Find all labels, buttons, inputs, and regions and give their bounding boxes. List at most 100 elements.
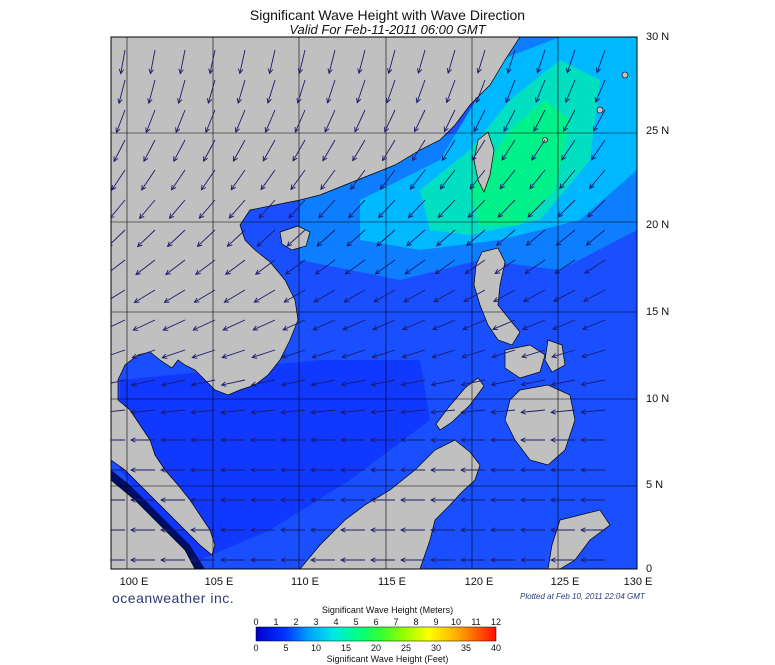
wave-arrow xyxy=(340,527,365,533)
wave-arrow xyxy=(340,497,365,503)
lat-label-0: 0 xyxy=(646,563,653,575)
wave-arrow xyxy=(411,139,426,162)
wave-arrow xyxy=(400,527,425,533)
meter-tick: 3 xyxy=(313,617,319,627)
wave-arrow xyxy=(400,467,425,473)
feet-tick: 30 xyxy=(430,643,441,653)
wave-arrow xyxy=(190,437,215,443)
wave-arrow xyxy=(343,289,366,303)
wave-arrow xyxy=(370,497,395,503)
wave-arrow xyxy=(490,557,515,563)
wave-arrow xyxy=(310,527,335,533)
map-frame xyxy=(110,36,638,570)
wave-arrow xyxy=(147,79,156,105)
wave-arrow xyxy=(563,109,576,133)
wave-arrow xyxy=(130,467,155,473)
wave-arrow xyxy=(430,409,456,415)
lat-label-15n: 15 N xyxy=(646,306,670,318)
wave-arrow xyxy=(267,49,276,75)
wave-arrow xyxy=(223,289,246,303)
wave-arrow xyxy=(324,109,336,133)
wave-arrow xyxy=(220,527,245,533)
wave-arrow xyxy=(296,79,306,104)
lat-label-10n: 10 N xyxy=(646,393,670,405)
wave-arrow xyxy=(198,199,216,219)
wave-arrow xyxy=(340,557,365,563)
wave-arrow xyxy=(520,409,546,415)
wave-arrow xyxy=(310,437,335,443)
wave-arrow xyxy=(322,139,336,162)
meter-tick: 7 xyxy=(393,617,399,627)
wave-arrow xyxy=(582,289,606,302)
wave-arrow xyxy=(471,139,486,162)
wave-arrow xyxy=(206,79,216,105)
wave-arrow xyxy=(281,349,306,359)
wave-arrow xyxy=(377,199,396,219)
wave-arrow xyxy=(379,169,396,190)
wave-arrow xyxy=(503,109,516,133)
wave-arrow xyxy=(130,437,155,443)
wave-arrow xyxy=(584,259,606,274)
wave-arrow xyxy=(520,437,545,443)
wave-arrow xyxy=(280,557,305,563)
wave-arrow xyxy=(280,497,305,503)
wave-arrow xyxy=(111,499,125,501)
wave-arrow xyxy=(205,109,216,134)
wave-arrow xyxy=(192,319,216,331)
wave-arrow xyxy=(476,49,486,74)
wave-arrow xyxy=(594,79,606,103)
wave-arrow xyxy=(236,79,246,104)
wave-arrow xyxy=(463,289,486,303)
wave-arrow xyxy=(280,527,305,533)
wave-arrow xyxy=(595,49,606,74)
wave-arrow xyxy=(490,409,516,415)
wave-arrow xyxy=(250,557,275,563)
wave-arrow xyxy=(533,109,546,133)
wave-arrow xyxy=(280,409,306,415)
wave-arrow xyxy=(220,467,245,473)
wave-arrow xyxy=(111,169,126,191)
wave-arrow xyxy=(580,497,605,503)
wave-arrow xyxy=(354,109,366,133)
wave-arrow xyxy=(581,319,606,330)
wave-arrow xyxy=(525,229,546,246)
wave-arrow xyxy=(580,409,606,415)
wave-arrow xyxy=(224,259,246,275)
wave-arrow xyxy=(250,379,276,387)
map-subtitle: Valid For Feb-11-2011 06:00 GMT xyxy=(289,22,486,37)
wave-arrow xyxy=(469,169,486,190)
wave-arrow xyxy=(521,319,546,331)
wave-arrow xyxy=(521,349,546,359)
wave-arrow xyxy=(404,259,426,275)
wave-arrow xyxy=(111,349,126,356)
wave-arrow xyxy=(520,379,546,387)
feet-tick: 20 xyxy=(370,643,381,653)
wave-arrow xyxy=(340,467,365,473)
wave-arrow xyxy=(550,467,575,473)
wave-arrow xyxy=(520,527,545,533)
wave-arrow xyxy=(251,349,276,359)
wave-arrow xyxy=(370,557,395,563)
wave-arrow xyxy=(191,349,216,359)
wave-arrow xyxy=(370,437,395,443)
feet-tick: 5 xyxy=(283,643,289,653)
wave-arrow xyxy=(551,319,576,331)
wave-arrow xyxy=(550,379,576,387)
wave-arrow xyxy=(220,409,246,415)
wave-arrow xyxy=(348,199,366,219)
wave-arrow xyxy=(234,109,246,134)
wave-arrow xyxy=(177,79,186,105)
wave-arrow xyxy=(168,199,186,220)
feet-tick: 40 xyxy=(490,643,501,653)
wave-arrow xyxy=(430,527,455,533)
wave-arrow xyxy=(238,49,246,75)
wave-arrow xyxy=(550,527,575,533)
wave-arrow xyxy=(228,199,246,219)
wave-arrow xyxy=(297,49,306,75)
wave-arrow xyxy=(166,229,186,248)
plotted-timestamp: Plotted at Feb 10, 2011 22:04 GMT xyxy=(520,592,645,601)
lon-label-115e: 115 E xyxy=(378,576,406,588)
wave-arrow xyxy=(115,109,126,134)
wave-arrow xyxy=(445,79,456,104)
wave-arrow xyxy=(551,349,576,359)
